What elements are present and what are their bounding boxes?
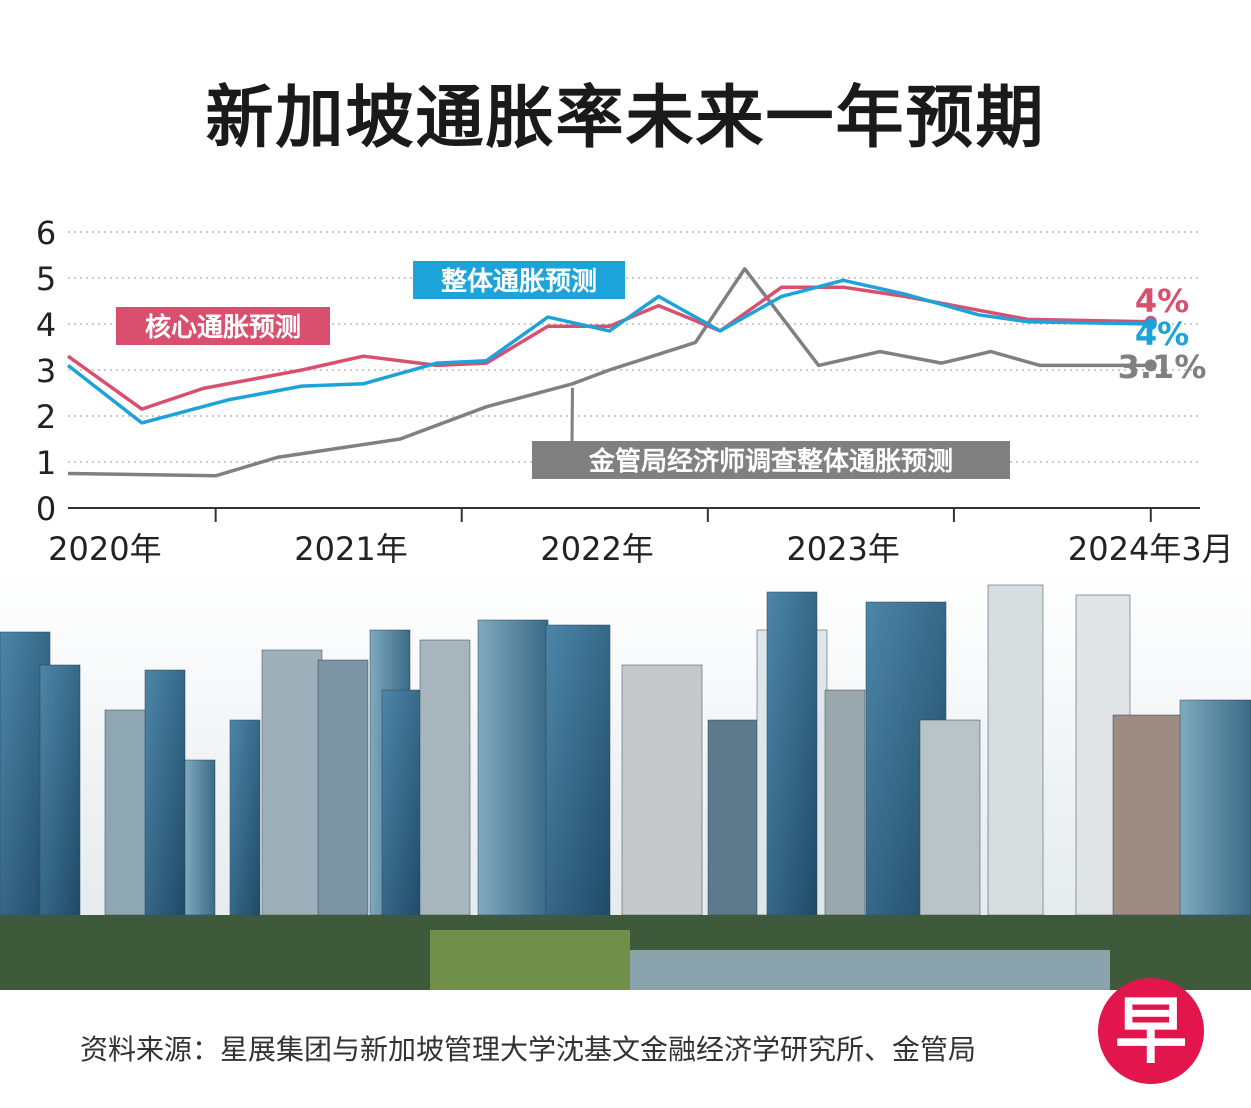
y-tick-label-2: 2 (36, 398, 56, 436)
building-9 (381, 689, 423, 916)
building-1 (39, 664, 81, 916)
y-tick-label-4: 4 (36, 306, 56, 344)
series-endpoint-1 (1144, 318, 1157, 330)
chart-title: 新加坡通胀率未来一年预期 (205, 79, 1046, 158)
series-endpoint-2 (1144, 359, 1157, 372)
series-line-2 (67, 267, 1151, 478)
x-tick-label-1: 2021年 (294, 530, 407, 568)
line-chart: 0 1 2 3 4 5 6 2020年 2021年 2022年 2023年 2024年3月 4%4%… (36, 214, 1234, 568)
building-19 (919, 719, 981, 916)
building-14 (707, 719, 759, 916)
y-tick-label-5: 5 (36, 260, 56, 298)
series-label-box-0 (116, 307, 330, 345)
y-tick-label-6: 6 (36, 214, 56, 252)
y-tick-label-3: 3 (36, 352, 56, 390)
source-note: 资料来源：星展集团与新加坡管理大学沈基文金融经济学研究所、金管局 (80, 1033, 977, 1066)
x-tick-label-4: 2024年3月 (1068, 530, 1234, 568)
series-lines (66, 267, 1157, 478)
building-17 (824, 689, 866, 916)
building-3 (144, 669, 186, 916)
grid-lines (68, 231, 1200, 463)
city-skyline-image (0, 570, 1251, 1000)
y-tick-label-0: 0 (36, 490, 56, 528)
y-axis-ticks: 0 1 2 3 4 5 6 (36, 214, 56, 528)
building-12 (545, 624, 611, 916)
building-16 (766, 591, 818, 916)
zaobao-logo: 早 (1098, 978, 1204, 1084)
series-end-label-2: 3.1% (1118, 348, 1207, 386)
series-label-box-2 (532, 441, 1010, 479)
building-23 (1179, 699, 1251, 916)
x-tick-label-0: 2020年 (48, 530, 161, 568)
series-label-box-1 (413, 261, 625, 299)
building-20 (987, 584, 1044, 916)
building-10 (419, 639, 471, 916)
building-13 (621, 664, 703, 916)
series-line-1 (66, 278, 1151, 425)
building-4 (184, 759, 216, 916)
building-7 (317, 659, 369, 916)
series-name-label-2: 金管局经济师调查整体通胀预测 (588, 446, 953, 477)
x-tick-label-2: 2022年 (540, 530, 653, 568)
x-axis: 2020年 2021年 2022年 2023年 2024年3月 (48, 507, 1234, 568)
building-11 (477, 619, 549, 916)
series-end-label-1: 4% (1135, 315, 1189, 353)
series-name-label-0: 核心通胀预测 (145, 312, 301, 343)
x-tick-label-3: 2023年 (786, 530, 899, 568)
series-name-label-1: 整体通胀预测 (441, 266, 597, 297)
building-22 (1112, 714, 1184, 916)
y-tick-label-1: 1 (36, 444, 56, 482)
building-6 (261, 649, 323, 916)
series-line-0 (66, 285, 1151, 411)
series-end-label-0: 4% (1135, 282, 1189, 320)
building-5 (229, 719, 261, 916)
